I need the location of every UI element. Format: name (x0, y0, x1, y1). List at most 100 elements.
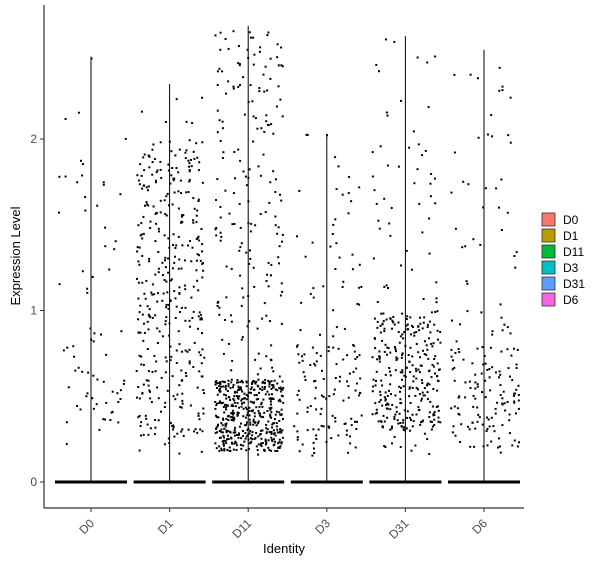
data-point (177, 207, 180, 210)
data-point (241, 398, 244, 400)
data-point (233, 434, 236, 437)
data-point (358, 186, 361, 189)
data-point (357, 286, 360, 289)
data-point (482, 363, 485, 366)
data-point (334, 268, 337, 270)
data-point (230, 436, 233, 439)
y-tick-label: 1 (30, 304, 37, 318)
data-point (163, 406, 166, 408)
data-point (401, 353, 403, 356)
data-point (495, 371, 497, 374)
data-point (435, 301, 438, 304)
data-point (175, 244, 178, 247)
data-point (348, 372, 351, 375)
data-point (380, 420, 383, 423)
data-point (228, 396, 231, 399)
data-point (136, 246, 139, 249)
data-point (232, 384, 235, 386)
data-point (272, 370, 275, 373)
data-point (165, 360, 168, 363)
data-point (315, 408, 318, 411)
data-point (223, 381, 226, 384)
data-point (346, 380, 348, 383)
data-point (297, 389, 300, 392)
data-point (214, 442, 217, 445)
data-point (405, 318, 408, 320)
data-point (500, 316, 503, 319)
data-point (383, 396, 386, 399)
data-point (265, 432, 268, 434)
data-point (303, 353, 306, 356)
data-point (185, 120, 188, 123)
data-point (231, 223, 234, 226)
data-point (136, 250, 139, 253)
data-point (188, 319, 191, 322)
data-point (354, 389, 357, 392)
data-point (410, 449, 413, 452)
data-point (401, 369, 404, 372)
data-point (414, 444, 417, 447)
data-point (274, 178, 277, 181)
data-point (426, 348, 429, 351)
data-point (153, 433, 156, 436)
data-point (196, 431, 199, 434)
data-point (263, 130, 266, 133)
violin-D0 (55, 56, 127, 484)
data-point (265, 120, 268, 123)
data-point (375, 408, 378, 411)
data-point (245, 251, 248, 254)
data-point (426, 384, 428, 387)
data-point (265, 355, 268, 358)
data-point (245, 380, 248, 383)
data-point (271, 386, 274, 389)
data-point (91, 397, 94, 400)
data-point (102, 418, 105, 421)
data-point (394, 348, 397, 350)
data-point (74, 369, 77, 372)
data-point (176, 432, 179, 435)
data-point (231, 413, 234, 416)
data-point (332, 223, 335, 226)
data-point (240, 405, 243, 408)
data-point (266, 273, 269, 276)
data-point (376, 320, 379, 323)
data-point (251, 100, 254, 103)
data-point (391, 319, 394, 322)
data-point (140, 363, 143, 366)
data-point (375, 370, 378, 373)
data-point (262, 153, 265, 156)
data-point (233, 391, 236, 394)
violin-D31 (369, 36, 442, 484)
data-point (384, 446, 387, 448)
data-point (244, 432, 247, 434)
data-point (468, 428, 471, 431)
data-point (98, 428, 101, 431)
data-point (168, 140, 171, 143)
data-point (386, 407, 389, 410)
data-point (279, 445, 282, 448)
data-point (249, 249, 251, 252)
data-point (477, 136, 480, 139)
data-point (224, 439, 227, 442)
data-point (486, 416, 488, 419)
data-point (227, 80, 230, 83)
data-point (138, 263, 141, 266)
data-point (138, 449, 141, 452)
data-point (281, 290, 284, 293)
data-point (137, 260, 140, 263)
data-point (141, 281, 144, 284)
data-point (332, 393, 335, 396)
data-point (171, 167, 174, 169)
data-point (87, 371, 90, 374)
data-point (419, 316, 421, 319)
data-point (180, 430, 183, 433)
data-point (170, 355, 173, 358)
data-point (278, 419, 281, 422)
data-point (270, 431, 273, 433)
data-point (321, 369, 323, 372)
data-point (225, 265, 228, 268)
data-point (281, 65, 284, 68)
data-point (411, 355, 414, 358)
data-point (380, 379, 383, 382)
data-point (218, 119, 221, 122)
